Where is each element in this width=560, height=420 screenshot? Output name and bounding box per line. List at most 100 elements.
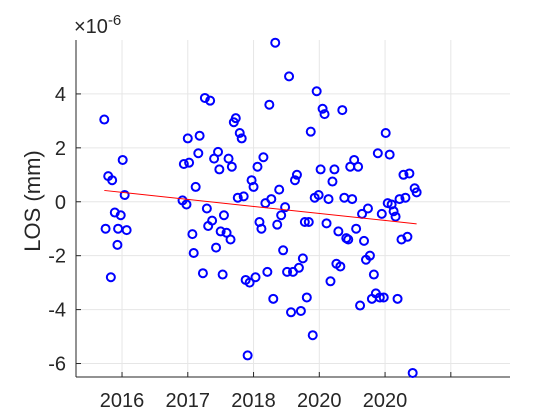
data-point: [211, 242, 222, 253]
data-point: [182, 133, 193, 144]
data-point: [347, 194, 358, 205]
data-point: [105, 272, 116, 283]
data-point: [315, 164, 326, 175]
data-point: [199, 92, 210, 103]
data-point: [242, 350, 253, 361]
data-point: [402, 231, 413, 242]
data-point: [291, 169, 302, 180]
data-point: [201, 203, 212, 214]
data-point: [225, 234, 236, 245]
data-point: [325, 276, 336, 287]
data-point: [197, 268, 208, 279]
y-axis-label: LOS (mm): [20, 150, 45, 251]
data-point: [250, 272, 261, 283]
data-point: [388, 206, 399, 217]
data-point: [293, 262, 304, 273]
data-point: [286, 307, 297, 318]
data-point: [217, 269, 228, 280]
data-point: [313, 190, 324, 201]
data-point: [368, 269, 379, 280]
data-point: [301, 292, 312, 303]
data-point: [258, 152, 269, 163]
data-point: [223, 153, 234, 164]
trend-line-group: [104, 189, 417, 225]
data-point: [234, 128, 245, 139]
data-point: [335, 261, 346, 272]
data-point: [207, 215, 218, 226]
data-point: [230, 113, 241, 124]
data-point: [213, 146, 224, 157]
data-point: [376, 208, 387, 219]
y-tick-label: 4: [55, 84, 66, 106]
data-point: [327, 176, 338, 187]
x-tick-label: 2016: [100, 390, 145, 412]
data-point: [359, 235, 370, 246]
data-point: [99, 114, 110, 125]
data-point: [307, 330, 318, 341]
data-point: [380, 128, 391, 139]
data-point: [272, 219, 283, 230]
data-point: [384, 149, 395, 160]
data-point: [394, 194, 405, 205]
data-point: [278, 245, 289, 256]
data-point: [390, 211, 401, 222]
data-point: [392, 293, 403, 304]
x-tick-label: 2020: [297, 390, 342, 412]
data-point: [404, 168, 415, 179]
data-point: [264, 99, 275, 110]
y-scale-exponent-label: ×10-6: [74, 12, 121, 38]
data-point: [374, 292, 385, 303]
data-point: [117, 154, 128, 165]
data-point: [351, 223, 362, 234]
data-point: [276, 210, 287, 221]
data-point: [333, 226, 344, 237]
y-tick-label: -4: [48, 300, 66, 322]
y-scale-exponent: -6: [108, 12, 121, 29]
data-point: [284, 71, 295, 82]
data-point: [178, 159, 189, 170]
data-points: [99, 37, 422, 378]
data-point: [372, 148, 383, 159]
data-point: [299, 216, 310, 227]
data-point: [282, 266, 293, 277]
data-point: [323, 194, 334, 205]
data-point: [113, 223, 124, 234]
data-point: [187, 229, 198, 240]
x-tick-label: 2020: [363, 390, 408, 412]
data-point: [268, 293, 279, 304]
data-point: [184, 157, 195, 168]
data-point: [226, 161, 237, 172]
x-tick-label: 2017: [166, 390, 211, 412]
data-point: [190, 181, 201, 192]
data-point: [194, 130, 205, 141]
data-point: [319, 109, 330, 120]
data-point: [311, 86, 322, 97]
x-tick-label: 2018: [231, 390, 276, 412]
data-point: [100, 223, 111, 234]
data-point: [400, 192, 411, 203]
data-point: [262, 266, 273, 277]
data-point: [297, 253, 308, 264]
data-point: [329, 164, 340, 175]
data-point: [121, 225, 132, 236]
data-point: [256, 223, 267, 234]
data-point: [236, 133, 247, 144]
data-point: [248, 181, 259, 192]
data-point: [218, 210, 229, 221]
data-point: [303, 216, 314, 227]
data-point: [362, 203, 373, 214]
data-point: [188, 247, 199, 258]
data-point: [295, 305, 306, 316]
data-point: [343, 234, 354, 245]
data-point: [274, 184, 285, 195]
data-point: [270, 37, 281, 48]
data-point: [252, 161, 263, 172]
y-tick-label: -6: [48, 354, 66, 376]
data-point: [378, 292, 389, 303]
data-point: [238, 191, 249, 202]
data-point: [364, 250, 375, 261]
y-scale-multiplier: ×10: [74, 16, 108, 38]
data-point: [317, 103, 328, 114]
